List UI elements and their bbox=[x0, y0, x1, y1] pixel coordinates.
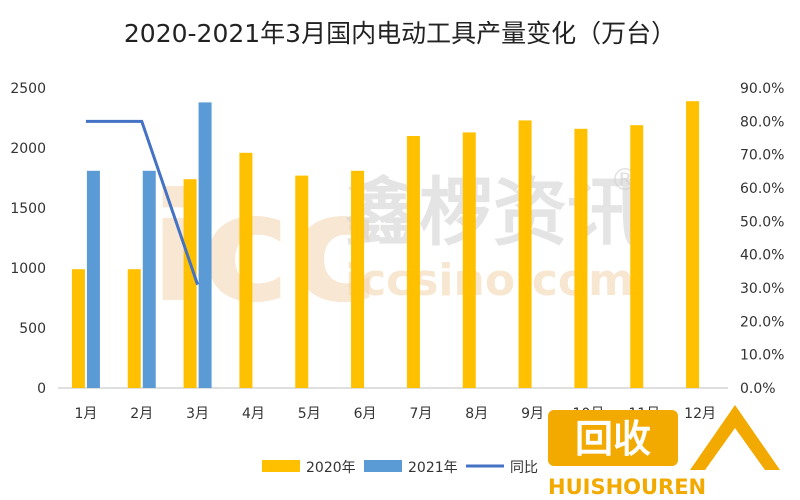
bar-2021年 bbox=[198, 102, 212, 389]
badge-peak-icon bbox=[690, 405, 780, 470]
y-right-tick-label: 0.0% bbox=[740, 381, 776, 397]
y-right-tick-label: 90.0% bbox=[740, 81, 784, 97]
y-right-tick-label: 50.0% bbox=[740, 214, 784, 230]
bar-2020年 bbox=[127, 269, 141, 388]
y-right-tick-label: 80.0% bbox=[740, 114, 784, 130]
bar-2020年 bbox=[686, 101, 700, 388]
x-tick-label: 6月 bbox=[354, 406, 377, 422]
y-left-tick-label: 2000 bbox=[10, 141, 46, 157]
x-tick-label: 7月 bbox=[409, 406, 432, 422]
y-right-tick-label: 70.0% bbox=[740, 148, 784, 164]
legend-swatch bbox=[364, 460, 402, 472]
legend-label: 同比 bbox=[510, 460, 538, 476]
bar-2020年 bbox=[239, 152, 253, 388]
x-tick-label: 5月 bbox=[298, 406, 321, 422]
x-tick-label: 12月 bbox=[684, 406, 716, 422]
line-series bbox=[85, 119, 200, 286]
y-left-tick-label: 500 bbox=[19, 321, 46, 337]
bar-2020年 bbox=[518, 120, 532, 389]
bar-2020年 bbox=[71, 269, 85, 388]
corner-badge: 回收 HUISHOUREN bbox=[548, 405, 780, 499]
bar-2020年 bbox=[183, 179, 197, 388]
x-tick-label: 1月 bbox=[74, 406, 97, 422]
badge-text: 回收 bbox=[575, 417, 651, 461]
watermark-brand: 鑫椤资讯 bbox=[345, 170, 641, 256]
x-tick-label: 8月 bbox=[465, 406, 488, 422]
chart-title: 2020-2021年3月国内电动工具产量变化（万台） bbox=[123, 19, 677, 48]
x-tick-label: 2月 bbox=[130, 406, 153, 422]
y-right-tick-label: 40.0% bbox=[740, 248, 784, 264]
badge-site-text: HUISHOUREN bbox=[548, 475, 706, 499]
y-right-tick-label: 30.0% bbox=[740, 281, 784, 297]
x-tick-label: 9月 bbox=[521, 406, 544, 422]
badge-box bbox=[548, 410, 678, 466]
bar-2020年 bbox=[462, 132, 476, 388]
watermark-site: iccsino.com bbox=[345, 255, 634, 306]
y-left-tick-label: 1500 bbox=[10, 201, 46, 217]
legend-label: 2021年 bbox=[408, 460, 458, 476]
legend-label: 2020年 bbox=[306, 460, 356, 476]
bar-2021年 bbox=[86, 170, 100, 388]
y-left-tick-label: 0 bbox=[37, 381, 46, 397]
bar-2020年 bbox=[574, 128, 588, 389]
axes: 0 500 1000 1500 2000 2500 0.0% 10.0% 20.0% 30.0% 4… bbox=[10, 81, 784, 422]
y-right-tick-label: 60.0% bbox=[740, 181, 784, 197]
bar-2020年 bbox=[295, 175, 309, 388]
bar-2020年 bbox=[630, 125, 644, 388]
bar-2021年 bbox=[142, 170, 156, 388]
y-left-tick-label: 1000 bbox=[10, 261, 46, 277]
legend-swatch bbox=[262, 460, 300, 472]
y-right-tick-label: 10.0% bbox=[740, 348, 784, 364]
bar-2020年 bbox=[406, 136, 420, 388]
bar-2020年 bbox=[351, 170, 365, 388]
y-left-tick-label: 2500 bbox=[10, 81, 46, 97]
bars bbox=[71, 101, 700, 389]
x-tick-label: 4月 bbox=[242, 406, 265, 422]
x-tick-label: 3月 bbox=[186, 406, 209, 422]
y-right-tick-label: 20.0% bbox=[740, 314, 784, 330]
legend: 2020年 2021年 同比 bbox=[262, 460, 538, 476]
